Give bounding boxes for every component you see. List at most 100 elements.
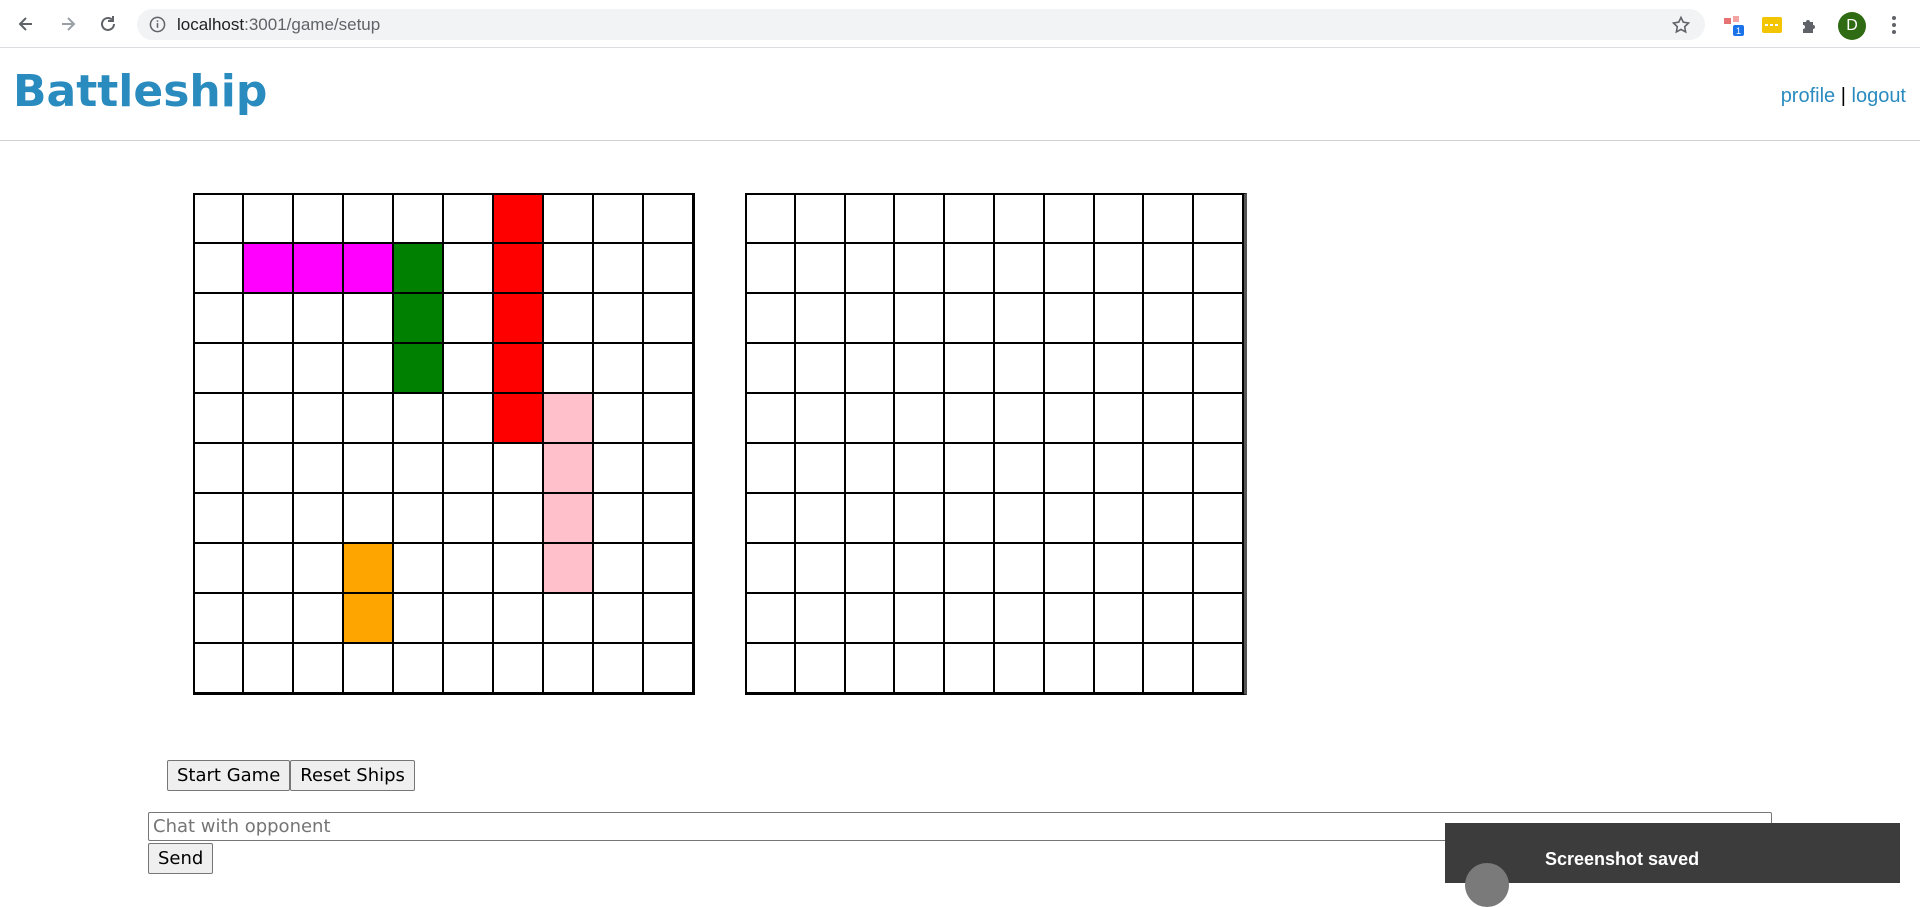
player-board-cell[interactable] xyxy=(294,594,344,644)
player-board-cell[interactable] xyxy=(294,544,344,594)
opponent-board-cell[interactable] xyxy=(795,394,846,444)
opponent-board-cell[interactable] xyxy=(1094,444,1145,494)
player-board-cell[interactable] xyxy=(444,244,494,294)
opponent-board-cell[interactable] xyxy=(1044,544,1095,594)
reset-ships-button[interactable]: Reset Ships xyxy=(290,760,415,791)
opponent-board-cell[interactable] xyxy=(1094,594,1145,644)
player-board-cell[interactable] xyxy=(544,244,594,294)
opponent-board-cell[interactable] xyxy=(1194,444,1244,494)
opponent-board-cell[interactable] xyxy=(1194,294,1244,344)
player-board-cell[interactable] xyxy=(344,294,394,344)
opponent-board-cell[interactable] xyxy=(746,644,796,694)
opponent-board-cell[interactable] xyxy=(994,594,1045,644)
player-board-cell[interactable] xyxy=(444,644,494,694)
player-board-cell[interactable] xyxy=(494,194,544,244)
player-board-cell[interactable] xyxy=(194,594,244,644)
player-board-cell[interactable] xyxy=(394,644,444,694)
opponent-board-cell[interactable] xyxy=(845,294,896,344)
player-board-cell[interactable] xyxy=(544,494,594,544)
logout-link[interactable]: logout xyxy=(1851,85,1907,107)
player-board-cell[interactable] xyxy=(394,344,444,394)
opponent-board-cell[interactable] xyxy=(1094,344,1145,394)
opponent-board-cell[interactable] xyxy=(994,444,1045,494)
player-board-cell[interactable] xyxy=(544,294,594,344)
player-board-cell[interactable] xyxy=(394,594,444,644)
opponent-board-cell[interactable] xyxy=(1194,244,1244,294)
player-board-cell[interactable] xyxy=(444,344,494,394)
player-board-cell[interactable] xyxy=(244,194,294,244)
player-board-cell[interactable] xyxy=(544,544,594,594)
screenshot-toast[interactable]: Screenshot saved xyxy=(1445,823,1900,907)
player-board-cell[interactable] xyxy=(344,344,394,394)
player-board-cell[interactable] xyxy=(594,194,644,244)
opponent-board-cell[interactable] xyxy=(994,294,1045,344)
player-board-cell[interactable] xyxy=(444,394,494,444)
player-board-cell[interactable] xyxy=(544,444,594,494)
player-board-cell[interactable] xyxy=(244,344,294,394)
player-board-cell[interactable] xyxy=(594,294,644,344)
address-bar[interactable]: localhost:3001/game/setup xyxy=(137,9,1705,40)
opponent-board-cell[interactable] xyxy=(1044,344,1095,394)
opponent-board-cell[interactable] xyxy=(746,294,796,344)
opponent-board-cell[interactable] xyxy=(994,344,1045,394)
player-board-cell[interactable] xyxy=(444,494,494,544)
player-board-cell[interactable] xyxy=(394,394,444,444)
opponent-board-cell[interactable] xyxy=(945,344,995,394)
player-board-cell[interactable] xyxy=(544,194,594,244)
player-board-cell[interactable] xyxy=(644,644,694,694)
player-board-cell[interactable] xyxy=(294,244,344,294)
opponent-board-cell[interactable] xyxy=(1144,394,1195,444)
player-board-cell[interactable] xyxy=(344,394,394,444)
opponent-board-cell[interactable] xyxy=(1044,594,1095,644)
opponent-board-cell[interactable] xyxy=(746,394,796,444)
opponent-board-cell[interactable] xyxy=(1094,494,1145,544)
opponent-board-cell[interactable] xyxy=(994,244,1045,294)
player-board-cell[interactable] xyxy=(194,294,244,344)
opponent-board-cell[interactable] xyxy=(1044,644,1095,694)
player-board-cell[interactable] xyxy=(544,394,594,444)
opponent-board-cell[interactable] xyxy=(795,544,846,594)
player-board-cell[interactable] xyxy=(394,494,444,544)
player-board-cell[interactable] xyxy=(494,444,544,494)
opponent-board-cell[interactable] xyxy=(1144,494,1195,544)
player-board-cell[interactable] xyxy=(344,494,394,544)
player-board-cell[interactable] xyxy=(194,244,244,294)
player-board-cell[interactable] xyxy=(644,594,694,644)
player-board-cell[interactable] xyxy=(544,644,594,694)
opponent-board-cell[interactable] xyxy=(945,544,995,594)
opponent-board-cell[interactable] xyxy=(945,494,995,544)
opponent-board-cell[interactable] xyxy=(895,544,946,594)
bookmark-star-icon[interactable] xyxy=(1671,15,1691,35)
opponent-board-cell[interactable] xyxy=(845,644,896,694)
opponent-board-cell[interactable] xyxy=(994,394,1045,444)
player-board-cell[interactable] xyxy=(244,444,294,494)
opponent-board-cell[interactable] xyxy=(1194,344,1244,394)
player-board-cell[interactable] xyxy=(344,194,394,244)
extension-icon[interactable]: 1 xyxy=(1722,13,1746,37)
player-board-cell[interactable] xyxy=(344,594,394,644)
player-board-cell[interactable] xyxy=(644,344,694,394)
opponent-board-cell[interactable] xyxy=(1144,594,1195,644)
player-board-cell[interactable] xyxy=(194,344,244,394)
opponent-board-cell[interactable] xyxy=(1044,244,1095,294)
player-board-cell[interactable] xyxy=(644,494,694,544)
player-board-cell[interactable] xyxy=(294,494,344,544)
player-board-cell[interactable] xyxy=(494,394,544,444)
player-board-cell[interactable] xyxy=(344,444,394,494)
opponent-board-cell[interactable] xyxy=(1194,544,1244,594)
opponent-board-cell[interactable] xyxy=(1144,444,1195,494)
opponent-board-cell[interactable] xyxy=(895,394,946,444)
opponent-board-cell[interactable] xyxy=(845,494,896,544)
opponent-board-cell[interactable] xyxy=(1194,644,1244,694)
player-board-cell[interactable] xyxy=(494,594,544,644)
opponent-board-cell[interactable] xyxy=(895,494,946,544)
opponent-board-cell[interactable] xyxy=(1094,394,1145,444)
opponent-board-cell[interactable] xyxy=(746,494,796,544)
player-board-cell[interactable] xyxy=(344,544,394,594)
opponent-board-cell[interactable] xyxy=(1044,394,1095,444)
player-board-cell[interactable] xyxy=(394,244,444,294)
profile-link[interactable]: profile xyxy=(1780,85,1836,107)
opponent-board-cell[interactable] xyxy=(746,594,796,644)
opponent-board-cell[interactable] xyxy=(1144,194,1195,244)
opponent-board-cell[interactable] xyxy=(994,544,1045,594)
